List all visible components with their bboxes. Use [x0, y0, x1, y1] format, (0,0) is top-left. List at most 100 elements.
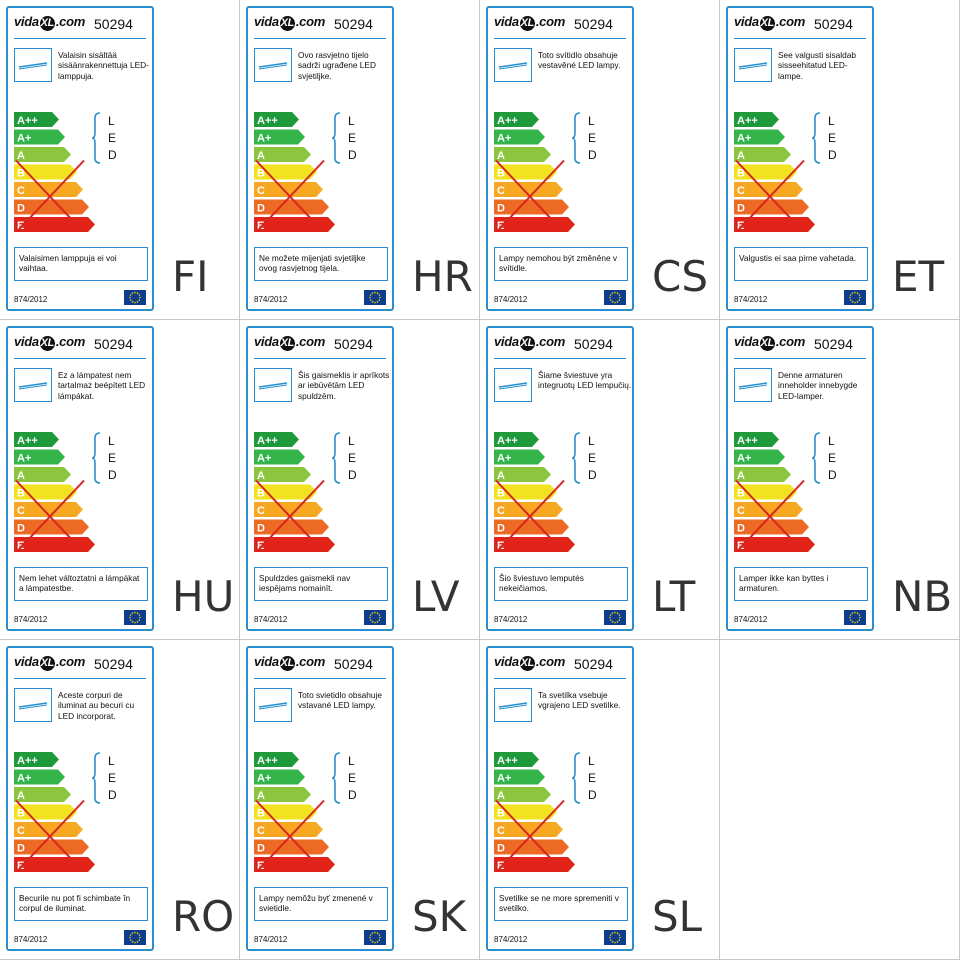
energy-class-band — [14, 129, 65, 145]
model-number: 50294 — [814, 16, 853, 32]
energy-class-text: D — [497, 523, 505, 535]
energy-class-band — [254, 432, 299, 447]
led-letter: D — [108, 148, 117, 162]
fixture-description: Aceste corpuri de iluminat au becuri cu … — [58, 690, 135, 721]
regulation-number: 874/2012 — [14, 295, 48, 304]
fixture-description: Toto svietidlo obsahuje vstavané LED lam… — [298, 690, 382, 711]
brand-logo: vida XL .com — [734, 14, 805, 31]
energy-class-band — [254, 129, 305, 145]
led-letter: E — [828, 131, 837, 145]
energy-class-band — [494, 537, 575, 552]
model-number: 50294 — [334, 336, 373, 352]
grid-cell: vida XL .com 50294 Ez a lámpatest nem tartal… — [0, 320, 240, 640]
energy-class-band — [14, 182, 83, 197]
grid-cell: vida XL .com 50294 See valgusti sisaldab sis… — [720, 0, 960, 320]
energy-class-text: D — [17, 843, 25, 855]
cross-mark — [735, 479, 805, 554]
regulation-number: 874/2012 — [494, 935, 528, 944]
energy-class-band — [494, 839, 569, 855]
brand-logo: vida XL .com — [14, 334, 85, 351]
energy-class-band — [254, 752, 299, 767]
energy-class-band — [494, 432, 539, 447]
energy-label: vida XL .com 50294 Ez a lámpatest nem tartal… — [6, 326, 154, 631]
brace-icon — [571, 752, 582, 804]
led-letter: L — [348, 754, 355, 768]
brace-icon — [91, 112, 102, 164]
fixture-description: Denne armaturen inneholder innebygde LED… — [778, 370, 858, 401]
energy-class-band — [254, 519, 329, 535]
energy-class-band — [14, 199, 89, 215]
energy-class-band — [14, 822, 83, 837]
language-code: HR — [412, 252, 473, 301]
language-code: SL — [652, 892, 703, 941]
replacement-warning: Valaisimen lamppuja ei voi vaihtaa. — [14, 247, 148, 281]
energy-class-text: B — [17, 168, 25, 180]
energy-class-text: A+ — [257, 773, 271, 785]
brand-logo: vida XL .com — [494, 654, 565, 671]
energy-class-text: A+ — [17, 453, 31, 465]
energy-class-text: C — [497, 825, 505, 837]
model-number: 50294 — [334, 656, 373, 672]
lamp-fixture-icon — [734, 368, 772, 402]
energy-class-text: D — [257, 843, 265, 855]
replacement-warning: Becurile nu pot fi schimbate în corpul d… — [14, 887, 148, 921]
energy-class-text: B — [257, 808, 265, 820]
energy-class-text: D — [497, 203, 505, 215]
led-letter: L — [588, 114, 595, 128]
energy-class-text: E — [737, 220, 744, 232]
energy-class-text: C — [257, 505, 265, 517]
energy-class-text: A — [257, 150, 265, 162]
energy-class-band — [734, 449, 785, 465]
regulation-number: 874/2012 — [14, 615, 48, 624]
header-divider — [254, 678, 386, 679]
energy-class-band — [734, 537, 815, 552]
header-divider — [734, 358, 866, 359]
energy-class-text: A+ — [257, 453, 271, 465]
cross-mark — [495, 479, 565, 554]
fixture-description: Šiame šviestuve yra integruotų LED lempu… — [538, 370, 632, 391]
energy-class-scale: A++ A+ A B C D E — [494, 432, 584, 554]
energy-label: vida XL .com 50294 Ta svetilka vsebuje vgraj… — [486, 646, 634, 951]
energy-class-text: A+ — [737, 133, 751, 145]
model-number: 50294 — [814, 336, 853, 352]
led-letter: E — [348, 451, 357, 465]
led-letter: L — [588, 754, 595, 768]
energy-class-text: A+ — [257, 133, 271, 145]
energy-class-text: E — [497, 220, 504, 232]
energy-class-band — [14, 502, 83, 517]
model-number: 50294 — [574, 16, 613, 32]
energy-class-band — [254, 502, 323, 517]
header-divider — [14, 678, 146, 679]
replacement-warning: Šio šviestuvo lemputės nekeičiamos. — [494, 567, 628, 601]
energy-class-text: A — [497, 470, 505, 482]
replacement-warning: Lampy nemôžu byť zmenené v svietidle. — [254, 887, 388, 921]
replacement-warning: Lampy nemohou být změněne v svítidle. — [494, 247, 628, 281]
energy-class-text: A — [737, 470, 745, 482]
energy-class-text: D — [737, 523, 745, 535]
grid-cell: vida XL .com 50294 Ta svetilka vsebuje vgraj… — [480, 640, 720, 960]
led-letter: E — [588, 131, 597, 145]
energy-class-band — [494, 769, 545, 785]
energy-class-band — [734, 147, 791, 162]
energy-class-text: E — [497, 540, 504, 552]
energy-class-band — [254, 217, 335, 232]
energy-class-text: D — [497, 843, 505, 855]
energy-class-text: B — [497, 808, 505, 820]
energy-label: vida XL .com 50294 Toto svítidlo obsahuje ve… — [486, 6, 634, 311]
fixture-description: Toto svítidlo obsahuje vestavěné LED lam… — [538, 50, 621, 71]
energy-class-text: C — [737, 185, 745, 197]
energy-class-band — [734, 217, 815, 232]
energy-class-band — [734, 112, 779, 127]
energy-label: vida XL .com 50294 Ovo rasvjetno tijelo sadr… — [246, 6, 394, 311]
energy-class-text: C — [17, 825, 25, 837]
energy-class-text: E — [257, 860, 264, 872]
energy-class-band — [254, 769, 305, 785]
replacement-warning: Svetilke se ne more spremeniti v svetilk… — [494, 887, 628, 921]
energy-class-band — [494, 199, 569, 215]
energy-class-text: B — [257, 168, 265, 180]
led-letter: D — [348, 468, 357, 482]
led-letter: E — [588, 771, 597, 785]
fixture-description: Ta svetilka vsebuje vgrajeno LED svetilk… — [538, 690, 621, 711]
energy-class-text: A++ — [737, 115, 758, 127]
